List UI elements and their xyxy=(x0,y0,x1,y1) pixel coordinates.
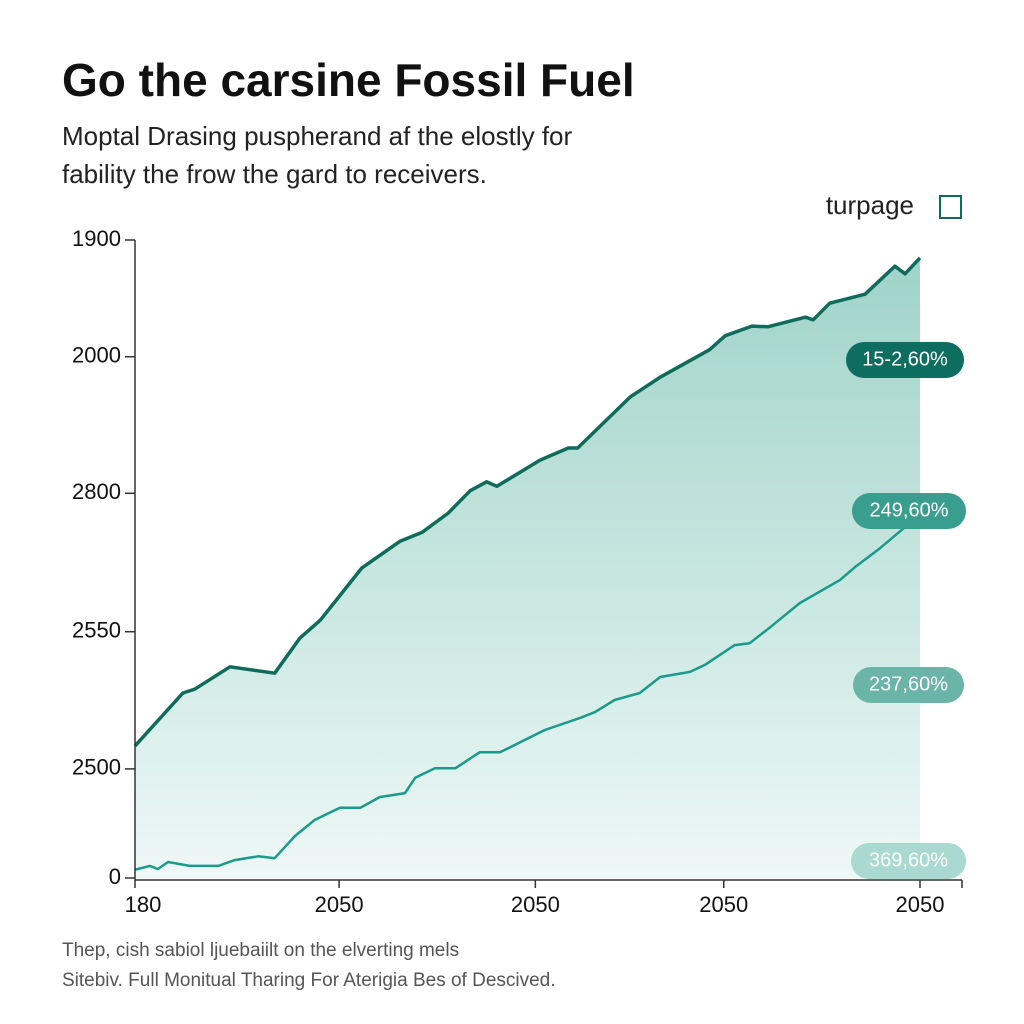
x-tick-label: 2050 xyxy=(511,892,560,917)
footnote: Sitebiv. Full Monitual Tharing For Ateri… xyxy=(62,970,556,991)
annotation-label: 237,60% xyxy=(869,673,948,695)
legend-swatch xyxy=(939,195,962,219)
annotation-label: 15-2,60% xyxy=(862,348,948,370)
y-tick-label: 1900 xyxy=(72,226,121,251)
x-tick-label: 2050 xyxy=(315,892,364,917)
subtitle-line: fability the frow the gard to receivers. xyxy=(62,159,487,189)
y-tick-label: 2000 xyxy=(72,343,121,368)
annotation-badge xyxy=(846,342,964,378)
line xyxy=(134,526,906,871)
legend-label: turpage xyxy=(826,190,914,220)
line xyxy=(133,256,922,748)
annotation-label: 369,60% xyxy=(869,849,948,871)
x-tick-label: 180 xyxy=(125,892,162,917)
y-tick-label: 0 xyxy=(109,864,121,889)
y-tick-label: 2500 xyxy=(72,755,121,780)
y-tick-label: 2550 xyxy=(72,618,121,643)
subtitle-line: Moptal Drasing puspherand af the elostly… xyxy=(62,121,573,151)
x-tick-label: 2050 xyxy=(699,892,748,917)
annotation-badge xyxy=(853,667,964,703)
annotation-badge xyxy=(851,843,966,879)
y-tick-label: 2800 xyxy=(72,479,121,504)
annotation-label: 249,60% xyxy=(870,499,949,521)
x-tick-label: 2050 xyxy=(896,892,945,917)
annotation-badge xyxy=(852,493,966,529)
footnote: Thep, cish sabiol ljuebaiilt on the elve… xyxy=(62,940,459,961)
chart-title: Go the carsine Fossil Fuel xyxy=(62,54,635,106)
area xyxy=(135,257,920,878)
